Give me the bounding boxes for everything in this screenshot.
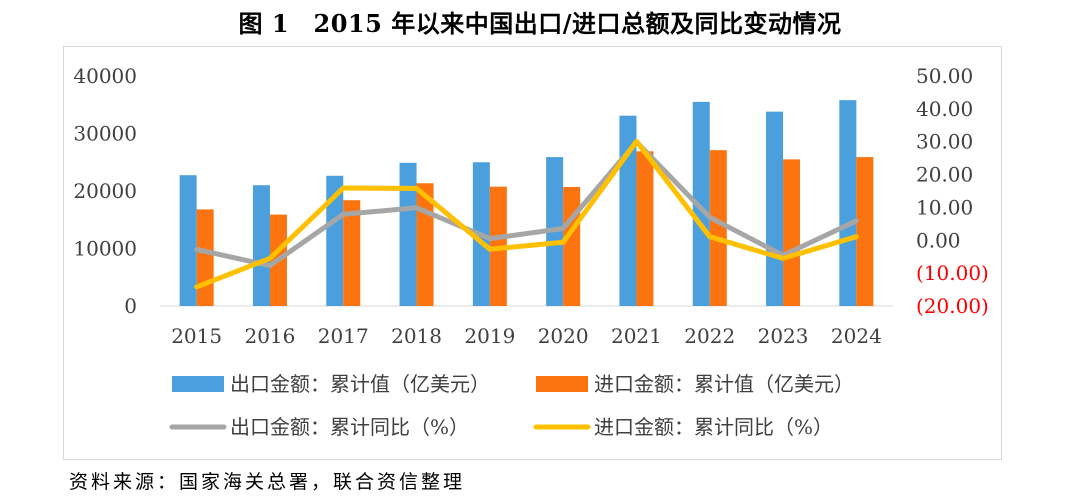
- lines: [194, 138, 859, 290]
- left-tick-label: 40000: [73, 64, 137, 88]
- legend-label: 出口金额：累计同比（%）: [230, 415, 469, 439]
- category-label: 2024: [831, 324, 882, 348]
- import-bar: [343, 200, 361, 306]
- import-bar: [636, 151, 654, 306]
- legend-label: 出口金额：累计值（亿美元）: [230, 372, 490, 396]
- legend-swatch: [536, 376, 588, 392]
- category-label: 2020: [538, 324, 589, 348]
- export-bar: [766, 111, 784, 307]
- export-yoy-line: [194, 139, 859, 269]
- category-label: 2022: [684, 324, 735, 348]
- right-tick-label: (10.00): [916, 261, 989, 285]
- import-bar: [563, 186, 581, 306]
- figure-title: 图 1 2015 年以来中国出口/进口总额及同比变动情况: [238, 9, 842, 38]
- chart-frame: [63, 46, 1002, 460]
- left-tick-label: 10000: [73, 237, 137, 261]
- category-label: 2019: [464, 324, 515, 348]
- export-bar: [692, 101, 710, 306]
- category-label: 2021: [611, 324, 662, 348]
- right-tick-label: (20.00): [916, 294, 989, 318]
- left-tick-label: 30000: [73, 122, 137, 146]
- left-tick-label: 0: [124, 294, 137, 318]
- category-label: 2015: [171, 324, 222, 348]
- left-tick-label: 20000: [73, 179, 137, 203]
- legend: 出口金额：累计值（亿美元） 进口金额：累计值（亿美元） 出口金额：累计同比（%） 进口…: [169, 372, 854, 439]
- export-bar: [179, 175, 197, 306]
- right-tick-label: 20.00: [916, 163, 973, 187]
- category-label: 2023: [758, 324, 809, 348]
- export-bar: [839, 100, 857, 307]
- right-tick-label: 50.00: [916, 64, 973, 88]
- import-bar: [783, 159, 801, 306]
- export-bar: [252, 185, 270, 306]
- right-tick-label: 30.00: [916, 130, 973, 154]
- export-bar: [326, 175, 344, 306]
- legend-swatch: [172, 376, 224, 392]
- import-bar: [856, 157, 874, 306]
- legend-label: 进口金额：累计同比（%）: [594, 415, 833, 439]
- category-label: 2017: [318, 324, 369, 348]
- import-bar: [709, 150, 727, 306]
- x-axis-labels: 2015 2016 2017 2018 2019 2020 2021 2022 2023 2024: [171, 324, 882, 348]
- export-bar: [399, 162, 417, 306]
- left-axis: 0 10000 20000 30000 40000: [73, 64, 137, 318]
- category-label: 2018: [391, 324, 442, 348]
- export-bar: [619, 115, 637, 306]
- import-yoy-line: [194, 138, 859, 290]
- right-tick-label: 0.00: [916, 228, 961, 252]
- source-note: 资料来源：国家海关总署，联合资信整理: [69, 471, 466, 493]
- legend-label: 进口金额：累计值（亿美元）: [594, 372, 854, 396]
- category-label: 2016: [244, 324, 295, 348]
- right-axis: (20.00) (10.00) 0.00 10.00 20.00 30.00 40.00 50…: [916, 64, 989, 318]
- right-tick-label: 40.00: [916, 97, 973, 121]
- import-bar: [196, 209, 214, 306]
- bars: [179, 100, 874, 307]
- right-tick-label: 10.00: [916, 195, 973, 219]
